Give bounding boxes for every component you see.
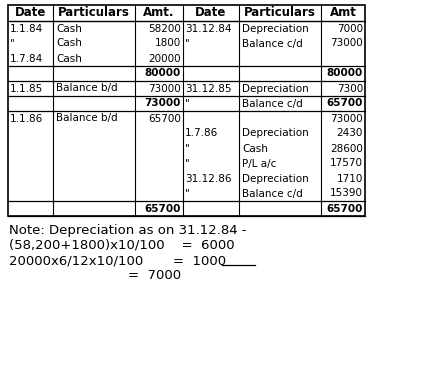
Text: 73000: 73000 — [145, 99, 181, 108]
Text: 58200: 58200 — [148, 23, 181, 34]
Text: 73000: 73000 — [330, 113, 363, 124]
Text: 17570: 17570 — [330, 158, 363, 169]
Text: 73000: 73000 — [330, 39, 363, 48]
Text: Balance b/d: Balance b/d — [56, 84, 118, 93]
Text: ": " — [185, 144, 190, 153]
Text: 65700: 65700 — [327, 203, 363, 214]
Text: ": " — [185, 189, 190, 198]
Text: P/L a/c: P/L a/c — [242, 158, 277, 169]
Text: Particulars: Particulars — [244, 6, 316, 20]
Text: 20000x6/12x10/100       =  1000: 20000x6/12x10/100 = 1000 — [9, 254, 226, 267]
Text: 2430: 2430 — [336, 129, 363, 138]
Text: Balance c/d: Balance c/d — [242, 39, 303, 48]
Text: Balance c/d: Balance c/d — [242, 189, 303, 198]
Text: =  7000: = 7000 — [9, 269, 181, 282]
Text: 1.1.84: 1.1.84 — [10, 23, 43, 34]
Text: 65700: 65700 — [145, 203, 181, 214]
Text: Cash: Cash — [56, 39, 82, 48]
Text: 1710: 1710 — [336, 174, 363, 183]
Text: Amt: Amt — [329, 6, 356, 20]
Text: ": " — [185, 99, 190, 108]
Text: 80000: 80000 — [327, 68, 363, 79]
Text: 65700: 65700 — [327, 99, 363, 108]
Text: 1.7.86: 1.7.86 — [185, 129, 218, 138]
Text: Depreciation: Depreciation — [242, 84, 309, 93]
Text: 31.12.85: 31.12.85 — [185, 84, 232, 93]
Text: Balance c/d: Balance c/d — [242, 99, 303, 108]
Text: 15390: 15390 — [330, 189, 363, 198]
Text: 28600: 28600 — [330, 144, 363, 153]
Text: Cash: Cash — [242, 144, 268, 153]
Text: Cash: Cash — [56, 23, 82, 34]
Text: Depreciation: Depreciation — [242, 129, 309, 138]
Text: Amt.: Amt. — [143, 6, 175, 20]
Text: 73000: 73000 — [148, 84, 181, 93]
Text: Depreciation: Depreciation — [242, 23, 309, 34]
Text: ": " — [10, 39, 15, 48]
Text: Date: Date — [15, 6, 46, 20]
Text: 1800: 1800 — [155, 39, 181, 48]
Text: 7300: 7300 — [337, 84, 363, 93]
Text: Date: Date — [195, 6, 227, 20]
Text: Depreciation: Depreciation — [242, 174, 309, 183]
Text: ": " — [185, 158, 190, 169]
Text: Balance b/d: Balance b/d — [56, 113, 118, 124]
Text: 65700: 65700 — [148, 113, 181, 124]
Text: Particulars: Particulars — [58, 6, 130, 20]
Text: 1.1.85: 1.1.85 — [10, 84, 43, 93]
Text: 80000: 80000 — [145, 68, 181, 79]
Text: Note: Depreciation as on 31.12.84 -: Note: Depreciation as on 31.12.84 - — [9, 224, 247, 237]
Text: (58,200+1800)x10/100    =  6000: (58,200+1800)x10/100 = 6000 — [9, 239, 235, 252]
Bar — [8, 5, 365, 216]
Text: Cash: Cash — [56, 54, 82, 64]
Text: 31.12.84: 31.12.84 — [185, 23, 232, 34]
Text: ": " — [185, 39, 190, 48]
Text: 1.1.86: 1.1.86 — [10, 113, 43, 124]
Text: 20000: 20000 — [148, 54, 181, 64]
Text: 31.12.86: 31.12.86 — [185, 174, 232, 183]
Text: 1.7.84: 1.7.84 — [10, 54, 43, 64]
Text: 7000: 7000 — [337, 23, 363, 34]
